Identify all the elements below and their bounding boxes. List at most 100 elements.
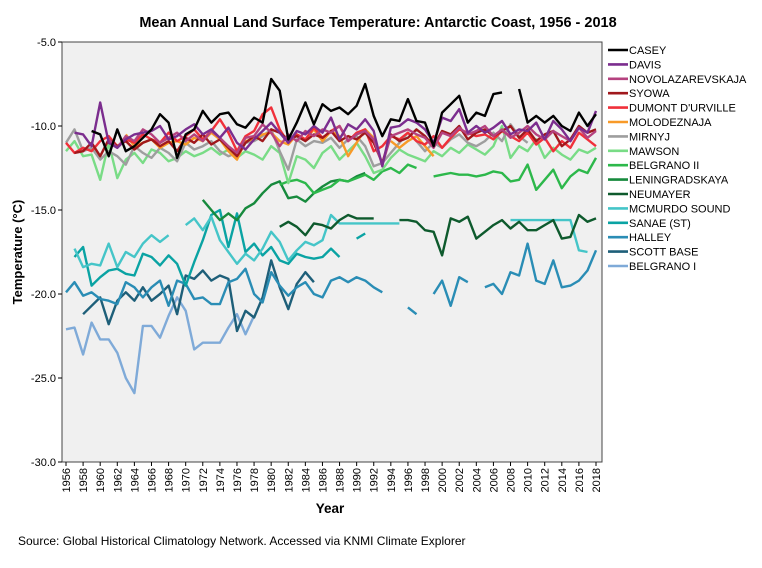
series-line-segment xyxy=(279,163,417,195)
legend-label: MOLODEZNAJA xyxy=(629,117,712,129)
legend-label: SCOTT BASE xyxy=(629,247,698,259)
legend-item: BELGRANO II xyxy=(608,160,699,172)
series-syowa xyxy=(74,124,597,165)
series-line-segment xyxy=(65,267,383,307)
series-davis xyxy=(74,101,598,168)
y-axis: -5.0 -10.0 -15.0 -20.0 -25.0 -30.0 xyxy=(31,37,62,469)
x-axis-label: Year xyxy=(316,501,345,516)
series-line-segment xyxy=(73,233,170,269)
series-line-segment xyxy=(484,242,598,296)
source-note: Source: Global Historical Climatology Ne… xyxy=(18,534,466,548)
legend-item: CASEY xyxy=(608,45,667,57)
chart-title: Mean Annual Land Surface Temperature: An… xyxy=(139,15,616,31)
legend-item: BELGRANO I xyxy=(608,261,696,273)
legend-item: SANAE (ST) xyxy=(608,218,691,230)
legend-item: DAVIS xyxy=(608,59,661,71)
series-line-segment xyxy=(399,213,597,257)
legend-label: MCMURDO SOUND xyxy=(629,203,730,215)
legend-label: MAWSON xyxy=(629,146,679,158)
series-neumayer xyxy=(279,213,597,257)
y-tick-label: -5.0 xyxy=(37,37,56,49)
legend-item: SCOTT BASE xyxy=(608,247,698,259)
series-line-segment xyxy=(74,101,598,168)
y-tick-label: -10.0 xyxy=(31,121,56,133)
legend-label: BELGRANO I xyxy=(629,261,696,273)
y-tick-label: -20.0 xyxy=(31,289,56,301)
x-tick-label: 1984 xyxy=(300,468,312,492)
legend-label: MIRNYJ xyxy=(629,131,670,143)
series-line-segment xyxy=(432,276,469,307)
legend-item: HALLEY xyxy=(608,232,672,244)
x-axis: 1956 1958 1960 1962 1964 1966 1968 1970 1972 1974… xyxy=(61,462,603,492)
x-tick-label: 1976 xyxy=(232,468,244,492)
series-line-segment xyxy=(407,306,418,316)
legend-item: DUMONT D'URVILLE xyxy=(608,103,736,115)
x-tick-label: 1956 xyxy=(61,468,73,492)
x-tick-label: 1990 xyxy=(352,468,364,492)
y-tick-label: -15.0 xyxy=(31,205,56,217)
series-halley xyxy=(65,242,598,316)
series-mcmurdo-sound xyxy=(73,213,588,269)
legend-label: NEUMAYER xyxy=(629,189,691,201)
series-line-segment xyxy=(65,124,597,185)
legend-item: SYOWA xyxy=(608,88,670,100)
x-tick-label: 2010 xyxy=(523,468,535,492)
legend-item: MCMURDO SOUND xyxy=(608,203,730,215)
series-line-segment xyxy=(82,259,315,333)
series-line-segment xyxy=(433,157,598,192)
x-tick-label: 1974 xyxy=(215,468,227,492)
series-belgrano-ii xyxy=(279,157,598,195)
series-line-segment xyxy=(91,77,503,160)
legend-item: NOVOLAZAREVSKAJA xyxy=(608,74,747,86)
legend-label: BELGRANO II xyxy=(629,160,699,172)
x-tick-label: 2008 xyxy=(506,468,518,492)
x-tick-label: 2012 xyxy=(540,468,552,492)
x-tick-label: 2014 xyxy=(557,468,569,492)
legend-label: SYOWA xyxy=(629,88,670,100)
series-lines xyxy=(64,77,598,395)
x-tick-label: 2018 xyxy=(591,468,603,492)
legend-label: HALLEY xyxy=(629,232,672,244)
x-tick-label: 1982 xyxy=(283,468,295,492)
series-line-segment xyxy=(107,123,597,166)
series-mawson xyxy=(65,124,597,185)
x-tick-label: 1992 xyxy=(369,468,381,492)
series-line-segment xyxy=(510,218,588,254)
x-tick-label: 1964 xyxy=(129,468,141,492)
series-line-segment xyxy=(184,213,400,265)
series-line-segment xyxy=(390,134,435,157)
x-tick-label: 2016 xyxy=(574,468,586,492)
x-tick-label: 1970 xyxy=(181,468,193,492)
x-tick-label: 1986 xyxy=(317,468,329,492)
plot-area xyxy=(61,41,603,463)
legend-label: SANAE (ST) xyxy=(629,218,691,230)
legend-item: MIRNYJ xyxy=(608,131,670,143)
series-casey xyxy=(91,77,597,160)
x-tick-label: 1996 xyxy=(403,468,415,492)
series-line-segment xyxy=(74,124,597,165)
series-belgrano-i xyxy=(65,296,256,395)
x-tick-label: 1988 xyxy=(335,468,347,492)
legend-label: NOVOLAZAREVSKAJA xyxy=(629,74,747,86)
x-tick-label: 1972 xyxy=(198,468,210,492)
x-tick-label: 2002 xyxy=(454,468,466,492)
legend: CASEY DAVIS NOVOLAZAREVSKAJA SYOWA DUMONT D'… xyxy=(608,45,747,273)
series-line-segment xyxy=(65,296,256,395)
x-tick-label: 1980 xyxy=(266,468,278,492)
x-tick-label: 1958 xyxy=(78,468,90,492)
legend-label: LENINGRADSKAYA xyxy=(629,175,729,187)
legend-label: DAVIS xyxy=(629,59,661,71)
series-sanae-st- xyxy=(73,208,366,287)
series-novolazarevskaja xyxy=(107,123,597,166)
x-tick-label: 1962 xyxy=(112,468,124,492)
legend-label: DUMONT D'URVILLE xyxy=(629,103,736,115)
legend-label: CASEY xyxy=(629,45,667,57)
series-line-segment xyxy=(355,232,366,240)
series-scott-base xyxy=(82,259,315,333)
x-tick-label: 2006 xyxy=(488,468,500,492)
legend-item: LENINGRADSKAYA xyxy=(608,175,729,187)
x-tick-label: 1966 xyxy=(146,468,158,492)
y-tick-label: -25.0 xyxy=(31,373,56,385)
series-line-segment xyxy=(279,213,374,237)
